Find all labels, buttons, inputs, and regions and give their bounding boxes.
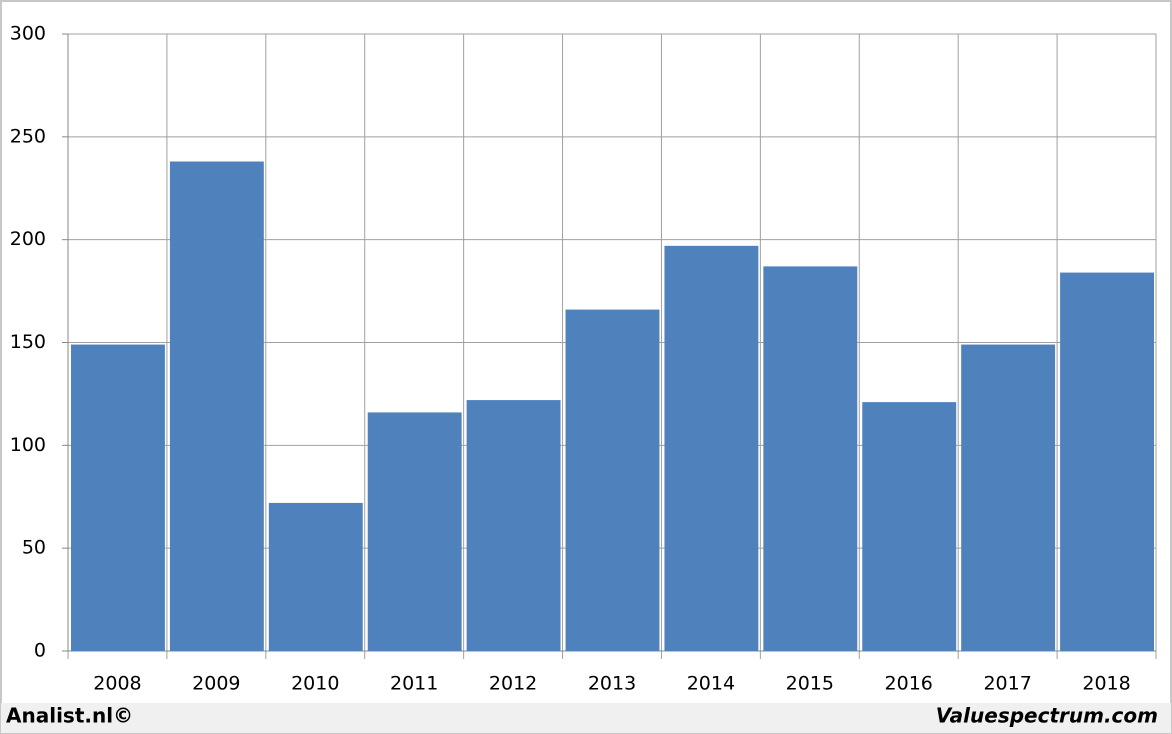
x-tick-label: 2016 <box>885 673 933 695</box>
x-tick-label: 2013 <box>588 673 636 695</box>
x-tick-label: 2008 <box>93 673 141 695</box>
credit: Valuespectrum.com <box>936 704 1158 728</box>
bar <box>169 161 264 651</box>
x-tick-label: 2012 <box>489 673 537 695</box>
bar <box>763 266 858 651</box>
bar <box>565 309 660 651</box>
bar <box>961 344 1056 651</box>
x-tick-label: 2009 <box>192 673 240 695</box>
bar <box>862 402 957 651</box>
bar <box>664 245 759 651</box>
footer-bar <box>1 703 1171 733</box>
y-tick-label: 150 <box>10 331 46 353</box>
bar <box>268 502 363 651</box>
bar <box>71 344 165 651</box>
x-tick-label: 2015 <box>786 673 834 695</box>
x-tick-label: 2018 <box>1082 673 1130 695</box>
y-tick-label: 250 <box>10 125 46 147</box>
source: Analist.nl© <box>6 704 133 728</box>
y-tick-label: 0 <box>34 640 46 662</box>
y-tick-label: 300 <box>10 23 46 45</box>
x-tick-label: 2014 <box>687 673 735 695</box>
bar <box>367 412 462 651</box>
bar <box>1060 272 1154 651</box>
y-tick-label: 200 <box>10 228 46 250</box>
x-tick-label: 2011 <box>390 673 438 695</box>
y-tick-label: 50 <box>22 537 46 559</box>
x-tick-label: 2017 <box>983 673 1031 695</box>
x-tick-label: 2010 <box>291 673 339 695</box>
y-tick-label: 100 <box>10 434 46 456</box>
bar <box>466 400 561 651</box>
